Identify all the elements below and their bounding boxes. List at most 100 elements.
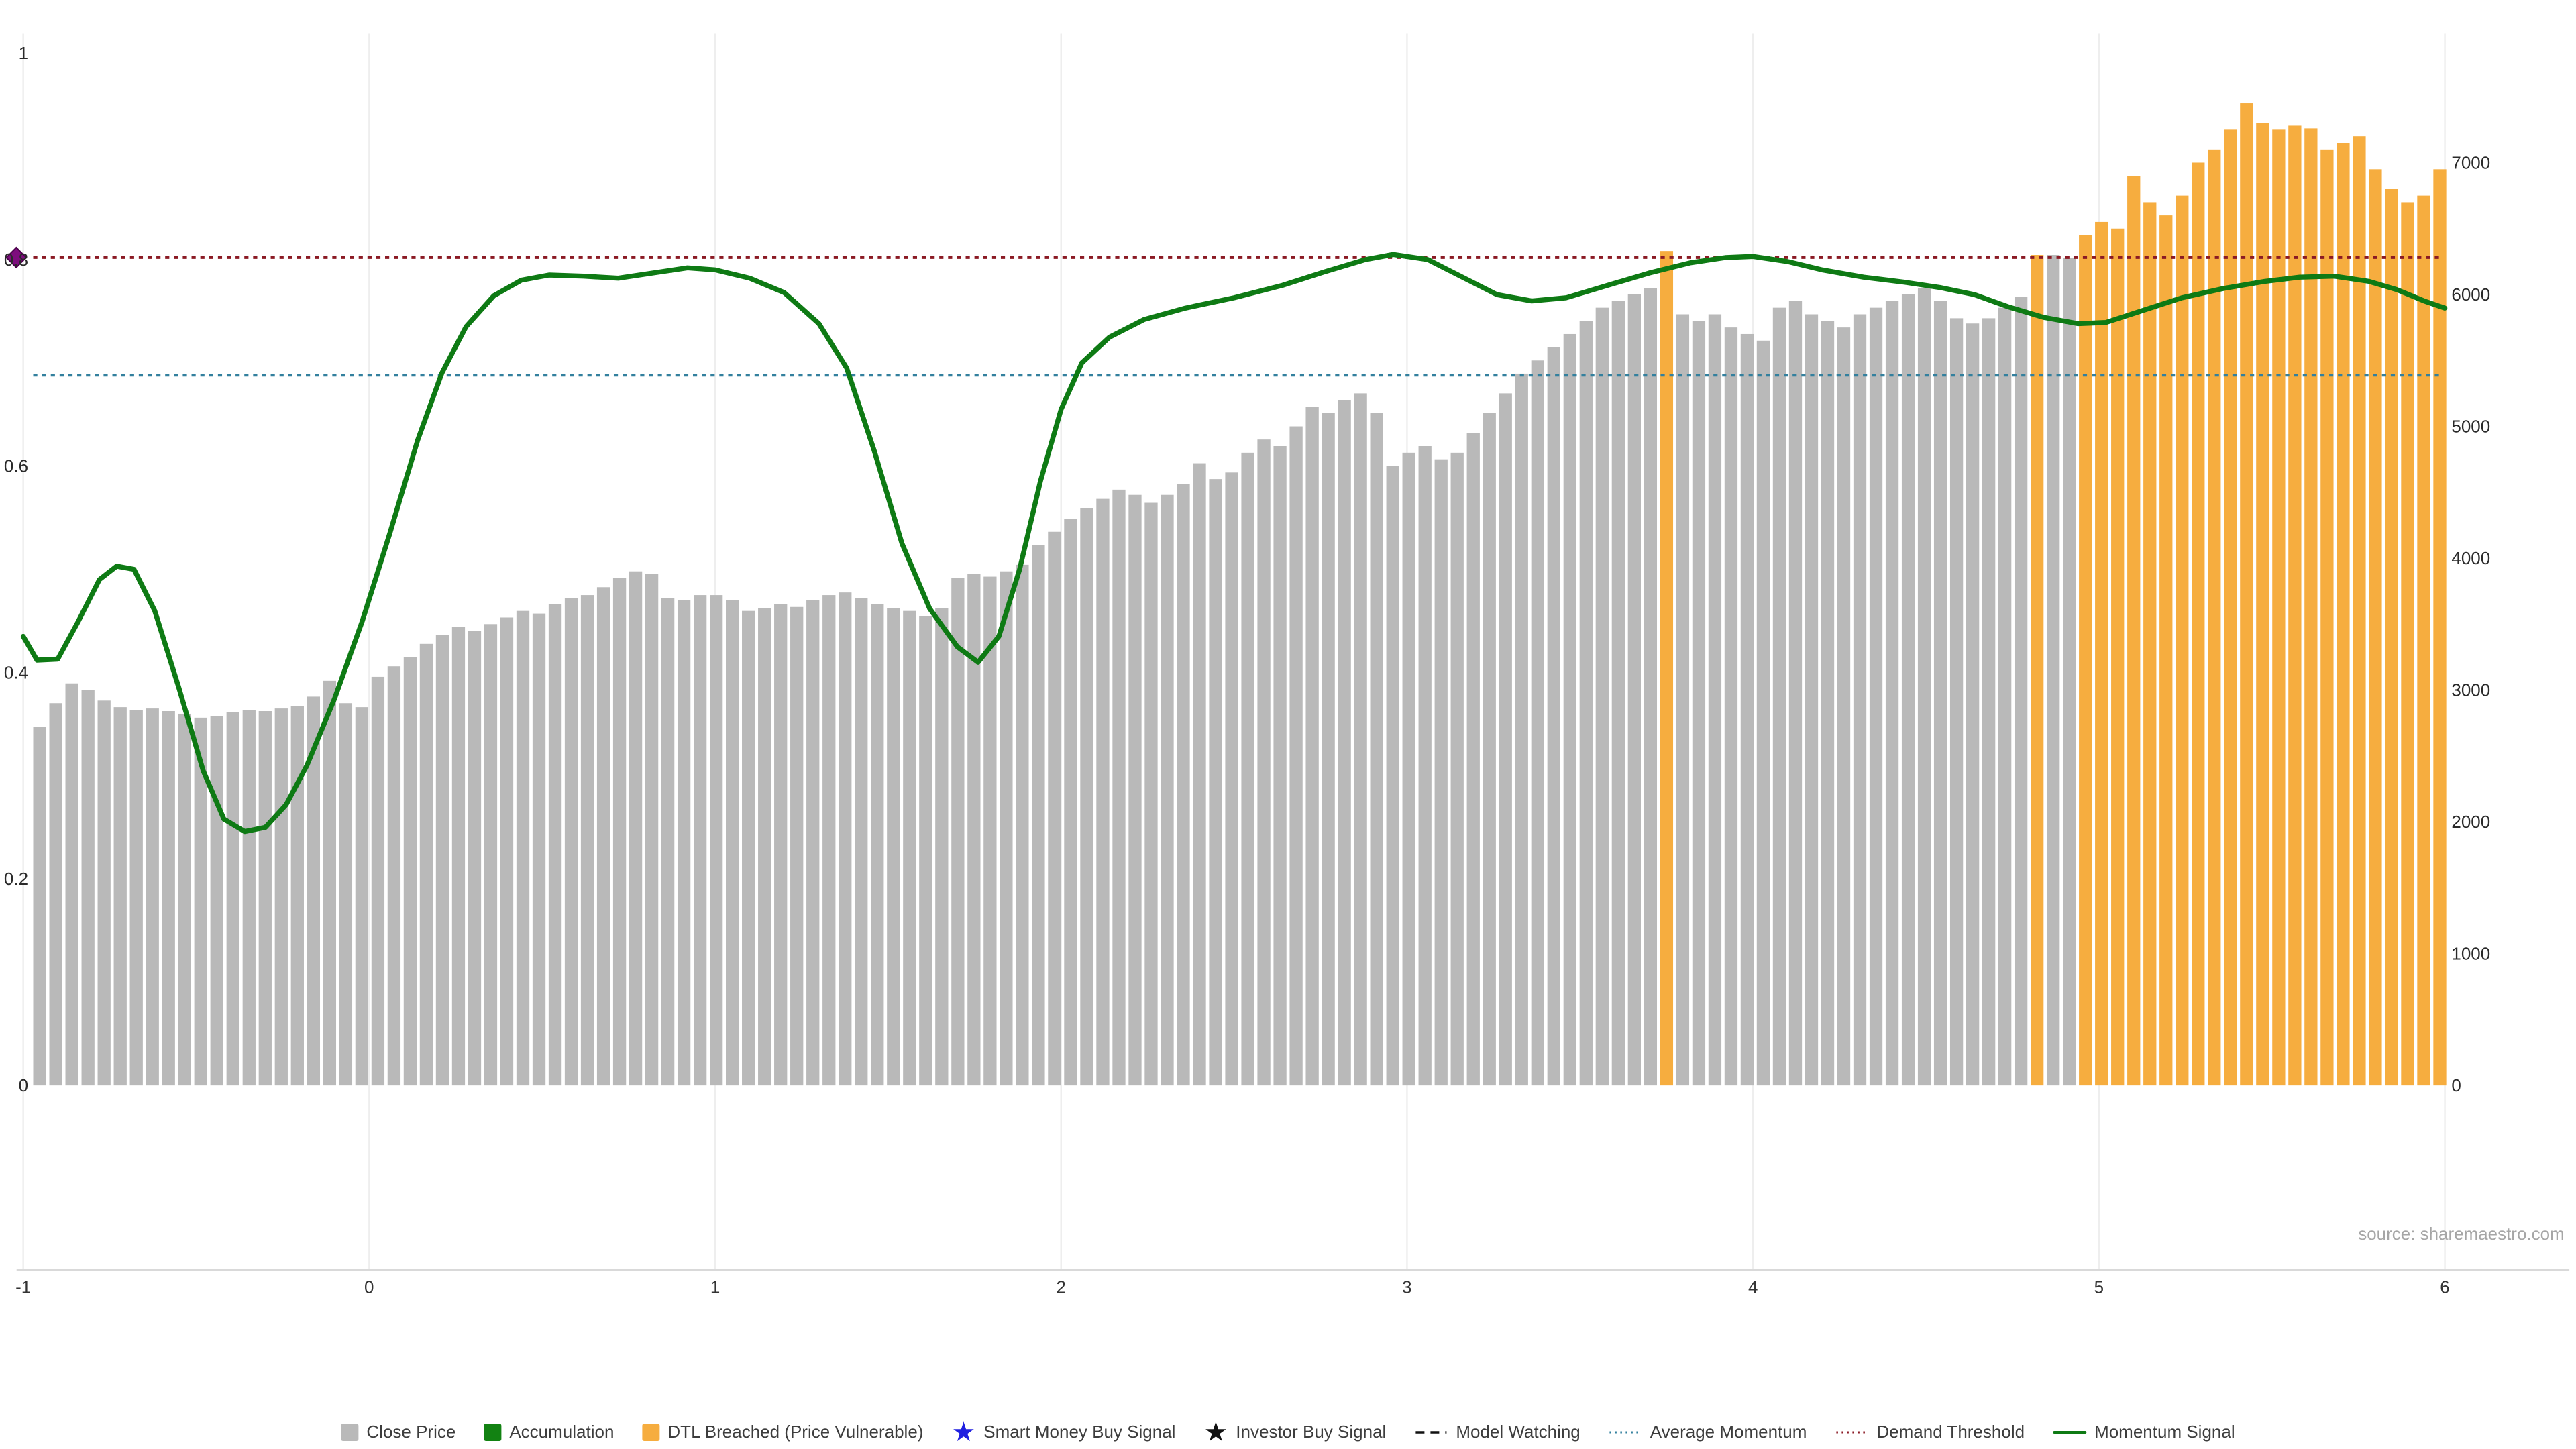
x-tick-label: 2 — [1057, 1277, 1066, 1297]
bar-close-price — [419, 643, 433, 1086]
legend-label: Accumulation — [509, 1421, 614, 1442]
dotted-line-icon — [1609, 1426, 1642, 1438]
bar-close-price — [1821, 321, 1835, 1086]
bar-close-price — [1096, 498, 1110, 1086]
left-tick-label: 1 — [19, 43, 28, 63]
x-tick-label: -1 — [15, 1277, 31, 1297]
dotted-line-icon — [1835, 1426, 1868, 1438]
bar-close-price — [403, 657, 417, 1086]
bar-close-price — [1177, 484, 1190, 1086]
bar-close-price — [1933, 301, 1947, 1086]
bar-close-price — [516, 610, 530, 1086]
legend-label: Close Price — [366, 1421, 456, 1442]
bar-close-price — [1547, 347, 1560, 1086]
bar-close-price — [49, 703, 62, 1086]
bar-close-price — [1788, 301, 1803, 1086]
legend-label: Model Watching — [1456, 1421, 1580, 1442]
x-tick-label: 1 — [710, 1277, 720, 1297]
bar-dtl-breached — [2433, 169, 2447, 1086]
bar-close-price — [1225, 472, 1238, 1086]
bar-close-price — [1627, 294, 1641, 1086]
bar-close-price — [210, 716, 223, 1086]
bar-close-price — [113, 707, 127, 1086]
bar-close-price — [1418, 445, 1432, 1086]
bar-close-price — [564, 598, 578, 1086]
bar-close-price — [2014, 297, 2028, 1086]
left-tick-label: 0.2 — [4, 869, 28, 889]
source-note: source: sharemaestro.com — [2358, 1224, 2564, 1244]
bar-close-price — [855, 598, 868, 1086]
bar-close-price — [33, 727, 46, 1086]
bar-dtl-breached — [2079, 235, 2092, 1086]
bar-close-price — [1144, 502, 1158, 1086]
right-tick-label: 0 — [2451, 1075, 2461, 1095]
left-tick-label: 0.6 — [4, 456, 28, 476]
legend-item-average-momentum: Average Momentum — [1609, 1421, 1807, 1442]
bar-close-price — [1273, 445, 1287, 1086]
bar-close-price — [323, 680, 337, 1086]
bar-close-price — [1966, 323, 1980, 1086]
bar-close-price — [97, 700, 111, 1086]
bar-close-price — [65, 683, 78, 1086]
bar-close-price — [178, 713, 191, 1086]
bar-close-price — [1322, 413, 1335, 1086]
bar-close-price — [1370, 413, 1383, 1086]
bar-close-price — [1338, 400, 1351, 1086]
right-tick-label: 7000 — [2451, 152, 2490, 172]
bar-close-price — [484, 624, 498, 1086]
bar-close-price — [468, 631, 482, 1086]
bar-close-price — [1805, 314, 1819, 1086]
bar-dtl-breached — [2417, 195, 2430, 1086]
square-icon — [341, 1423, 359, 1441]
bar-close-price — [1692, 321, 1706, 1086]
bar-close-price — [596, 587, 610, 1086]
bar-close-price — [645, 574, 659, 1086]
legend-label: Average Momentum — [1650, 1421, 1807, 1442]
legend-item-close-price: Close Price — [341, 1421, 455, 1442]
bar-close-price — [1402, 452, 1415, 1086]
bar-close-price — [1885, 301, 1899, 1086]
bar-close-price — [1563, 333, 1576, 1086]
legend-label: DTL Breached (Price Vulnerable) — [667, 1421, 924, 1442]
bar-close-price — [1611, 301, 1625, 1086]
bar-close-price — [758, 608, 771, 1086]
bar-close-price — [919, 616, 932, 1086]
bar-close-price — [1048, 531, 1061, 1086]
bar-close-price — [1949, 318, 1964, 1086]
bar-dtl-breached — [2385, 189, 2398, 1086]
bar-close-price — [339, 703, 353, 1086]
bar-close-price — [629, 571, 643, 1086]
bar-close-price — [226, 712, 239, 1086]
bar-close-price — [1595, 307, 1609, 1086]
legend-label: Momentum Signal — [2094, 1421, 2235, 1442]
x-tick-label: 6 — [2440, 1277, 2449, 1297]
bar-close-price — [1241, 452, 1254, 1086]
x-tick-label: 3 — [1402, 1277, 1411, 1297]
bar-dtl-breached — [2031, 255, 2044, 1086]
bar-close-price — [355, 707, 369, 1086]
bar-close-price — [612, 578, 627, 1086]
solid-line-icon — [2053, 1426, 2087, 1438]
bar-close-price — [1257, 439, 1271, 1086]
bar-close-price — [81, 690, 95, 1086]
right-tick-label: 4000 — [2451, 548, 2490, 568]
bar-close-price — [806, 600, 820, 1086]
bar-close-price — [1354, 393, 1367, 1086]
bar-close-price — [2047, 255, 2060, 1086]
bar-close-price — [242, 710, 256, 1086]
bar-dtl-breached — [2369, 169, 2382, 1086]
bar-dtl-breached — [2176, 195, 2189, 1086]
bar-close-price — [1483, 413, 1496, 1086]
left-tick-label: 0.4 — [4, 662, 28, 682]
right-tick-label: 6000 — [2451, 284, 2490, 305]
bar-close-price — [129, 710, 143, 1086]
axis-tick-labels: -1 0 1 2 3 4 5 6 0 0.2 0.4 0.6 0.8 1 0 1000 2000 3000 4000… — [4, 43, 2490, 1297]
bar-close-price — [258, 711, 272, 1086]
bar-close-price — [1161, 494, 1174, 1086]
bar-dtl-breached — [1660, 251, 1674, 1086]
x-tick-label: 5 — [2094, 1277, 2104, 1297]
square-icon — [642, 1423, 660, 1441]
bar-close-price — [274, 708, 288, 1086]
bar-close-price — [1869, 307, 1883, 1086]
